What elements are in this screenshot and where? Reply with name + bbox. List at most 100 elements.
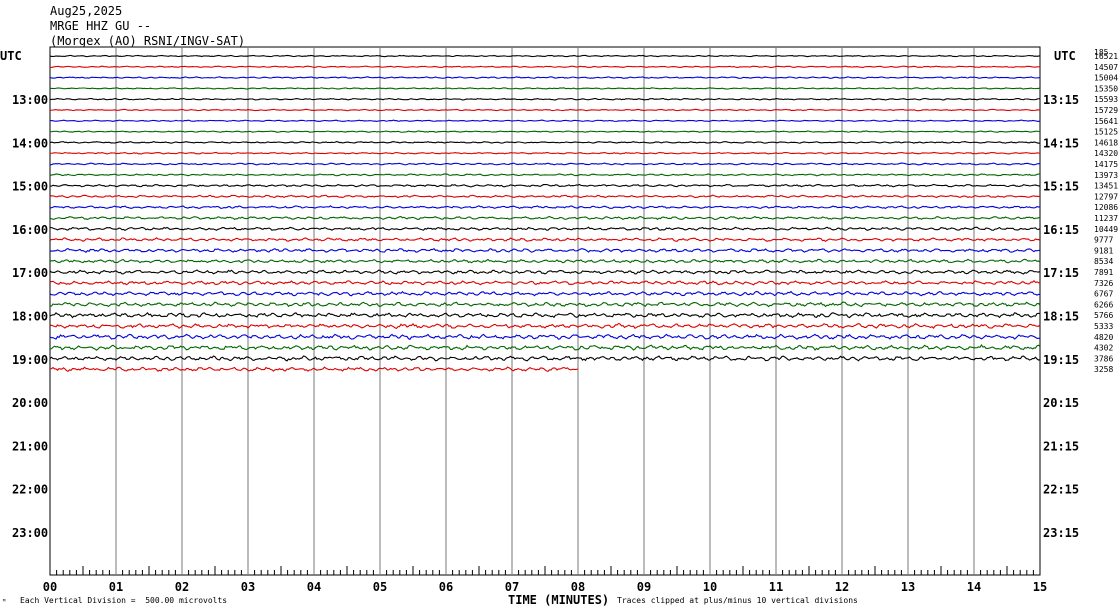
x-tick-label: 08 xyxy=(571,580,585,594)
trace-count-label: 6266 xyxy=(1094,300,1113,309)
trace-line xyxy=(49,141,1041,144)
trace-count-label: 15350 xyxy=(1094,84,1118,93)
right-hour-label: 15:15 xyxy=(1043,180,1079,194)
trace-line xyxy=(49,183,1041,188)
x-tick-label: 09 xyxy=(637,580,651,594)
right-hour-label: 17:15 xyxy=(1043,266,1079,280)
trace-count-label: 8534 xyxy=(1094,257,1113,266)
x-tick-label: 03 xyxy=(241,580,255,594)
trace-count-label: 15641 xyxy=(1094,117,1118,126)
left-utc-title: UTC xyxy=(0,49,22,63)
trace-count-label: 9777 xyxy=(1094,236,1113,245)
left-hour-label: 22:00 xyxy=(12,483,48,497)
right-hour-label: 21:15 xyxy=(1043,439,1079,453)
trace-count-label: 9181 xyxy=(1094,246,1113,255)
trace-line xyxy=(49,97,1041,101)
x-tick-label: 11 xyxy=(769,580,783,594)
right-hour-label: 19:15 xyxy=(1043,353,1079,367)
chart-network: (Morgex (AO) RSNI/INGV-SAT) xyxy=(50,34,246,48)
axis-labels: 00 01 02 03 04 05 06 07 08 09 10 11 12 13 14 15 UTC UTC 13… xyxy=(0,48,1118,594)
x-axis-title: TIME (MINUTES) xyxy=(508,593,610,607)
trace-line xyxy=(49,151,1041,155)
trace-line xyxy=(49,54,1041,58)
trace-count-label: 7891 xyxy=(1094,268,1113,277)
trace-count-label: 5333 xyxy=(1094,322,1113,331)
trace-count-label: 15125 xyxy=(1094,128,1118,137)
trace-series xyxy=(49,54,1041,373)
trace-count-label: 15729 xyxy=(1094,106,1118,115)
chart-date: Aug25,2025 xyxy=(50,4,123,18)
trace-line xyxy=(49,130,1041,133)
trace-count-label: 11237 xyxy=(1094,214,1118,223)
trace-line xyxy=(49,87,1041,90)
top-count-label: 185 xyxy=(1094,48,1109,57)
left-hour-label: 18:00 xyxy=(12,310,48,324)
trace-line xyxy=(49,280,1041,286)
trace-count-label: 4820 xyxy=(1094,333,1113,342)
left-hour-label: 20:00 xyxy=(12,396,48,410)
plot-frame xyxy=(49,46,1041,576)
trace-line xyxy=(49,215,1041,221)
trace-line xyxy=(49,205,1041,210)
trace-line xyxy=(49,333,1041,340)
trace-line xyxy=(49,237,1041,242)
trace-count-label: 13973 xyxy=(1094,171,1118,180)
trace-count-label: 5766 xyxy=(1094,311,1113,320)
trace-count-label: 12086 xyxy=(1094,203,1118,212)
x-tick-label: 01 xyxy=(109,580,123,594)
trace-count-label: 3258 xyxy=(1094,365,1113,374)
right-hour-label: 22:15 xyxy=(1043,483,1079,497)
trace-line xyxy=(49,194,1041,199)
trace-line xyxy=(49,108,1041,112)
x-tick-label: 13 xyxy=(901,580,915,594)
trace-count-label: 15004 xyxy=(1094,74,1118,83)
trace-line xyxy=(49,366,579,373)
scale-mark: ᴹ xyxy=(2,598,7,606)
left-hour-label: 17:00 xyxy=(12,266,48,280)
trace-count-label: 6767 xyxy=(1094,290,1113,299)
x-tick-label: 06 xyxy=(439,580,453,594)
trace-count-label: 16521 xyxy=(1094,52,1118,61)
trace-line xyxy=(49,322,1041,329)
x-tick-label: 14 xyxy=(967,580,981,594)
x-tick-label: 10 xyxy=(703,580,717,594)
trace-count-label: 15593 xyxy=(1094,95,1118,104)
trace-count-label: 14320 xyxy=(1094,149,1118,158)
trace-line xyxy=(49,173,1041,177)
trace-line xyxy=(49,119,1041,123)
x-tick-label: 02 xyxy=(175,580,189,594)
left-hour-label: 13:00 xyxy=(12,93,48,107)
left-hour-label: 23:00 xyxy=(12,526,48,540)
trace-line xyxy=(49,258,1041,264)
x-tick-label: 00 xyxy=(43,580,57,594)
clip-note: Traces clipped at plus/minus 10 vertical… xyxy=(617,596,858,605)
right-hour-label: 16:15 xyxy=(1043,223,1079,237)
x-tick-label: 07 xyxy=(505,580,519,594)
trace-line xyxy=(49,226,1041,232)
trace-line xyxy=(49,355,1041,362)
trace-line xyxy=(49,247,1041,253)
x-tick-label: 05 xyxy=(373,580,387,594)
trace-line xyxy=(49,344,1041,351)
grid-lines xyxy=(49,46,1041,576)
chart-station: MRGE HHZ GU -- xyxy=(50,19,152,33)
trace-count-label: 4302 xyxy=(1094,344,1113,353)
left-hour-label: 15:00 xyxy=(12,180,48,194)
trace-count-label: 14507 xyxy=(1094,63,1118,72)
left-hour-label: 16:00 xyxy=(12,223,48,237)
trace-count-label: 3786 xyxy=(1094,354,1113,363)
left-hour-label: 21:00 xyxy=(12,439,48,453)
trace-line xyxy=(49,269,1041,275)
right-hour-label: 18:15 xyxy=(1043,310,1079,324)
trace-count-label: 12797 xyxy=(1094,192,1118,201)
left-hour-label: 19:00 xyxy=(12,353,48,367)
right-utc-title: UTC xyxy=(1054,49,1076,63)
right-hour-label: 13:15 xyxy=(1043,93,1079,107)
trace-count-label: 10449 xyxy=(1094,225,1118,234)
x-tick-label: 15 xyxy=(1033,580,1047,594)
trace-line xyxy=(49,301,1041,308)
right-hour-label: 23:15 xyxy=(1043,526,1079,540)
trace-line xyxy=(49,162,1041,166)
trace-count-label: 14618 xyxy=(1094,138,1118,147)
